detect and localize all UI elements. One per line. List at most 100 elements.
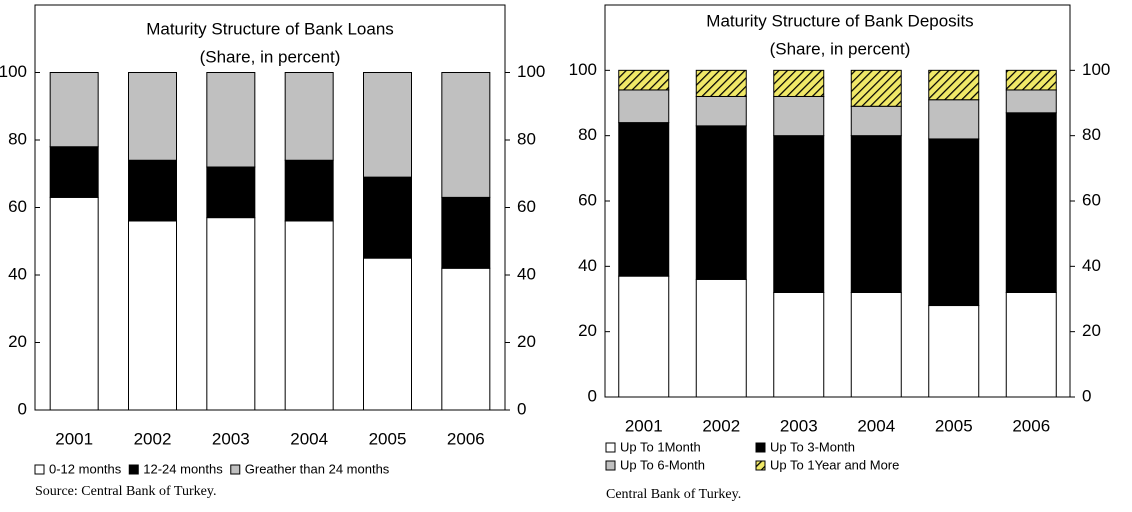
bar-segment	[363, 176, 412, 259]
x-tick-label: 2005	[369, 429, 407, 448]
legend-swatch	[755, 442, 766, 453]
y2-tick-label: 80	[1082, 125, 1101, 144]
x-tick-label: 2002	[134, 429, 172, 448]
bar-segment	[695, 278, 747, 398]
bar-segment	[128, 72, 177, 161]
bar-segment	[850, 69, 902, 107]
x-tick-label: 2002	[702, 416, 740, 435]
bar-segment	[773, 291, 825, 398]
y-tick-label: 40	[578, 256, 597, 275]
y-tick-label: 20	[8, 332, 27, 351]
bar-segment	[618, 69, 670, 91]
y-tick-label: 60	[8, 197, 27, 216]
legend-swatch	[230, 464, 241, 475]
bar-segment	[128, 159, 177, 222]
y-tick-label: 80	[8, 129, 27, 148]
x-tick-label: 2006	[1012, 416, 1050, 435]
y-tick-label: 100	[569, 60, 597, 79]
bar-segment	[695, 95, 747, 127]
y2-tick-label: 80	[517, 129, 536, 148]
bar-segment	[441, 196, 491, 269]
y2-tick-label: 0	[1082, 386, 1091, 405]
chart-subtitle: (Share, in percent)	[200, 47, 341, 66]
y-tick-label: 0	[18, 399, 27, 418]
bar-segment	[928, 305, 980, 398]
y2-tick-label: 40	[1082, 256, 1101, 275]
legend-label: 0-12 months	[49, 461, 122, 476]
bar-segment	[773, 95, 825, 137]
bar-segment	[284, 72, 334, 161]
y-tick-label: 0	[588, 386, 597, 405]
legend-label: 12-24 months	[143, 461, 223, 476]
bar-segment	[618, 122, 670, 277]
x-tick-label: 2003	[212, 429, 250, 448]
bar-segment	[773, 69, 825, 97]
y2-tick-label: 60	[517, 197, 536, 216]
bar-segment	[850, 105, 902, 137]
x-tick-label: 2005	[935, 416, 973, 435]
bar-segment	[206, 72, 256, 168]
bar-segment	[49, 146, 99, 198]
bar-segment	[618, 275, 670, 398]
bar-segment	[850, 135, 902, 293]
y2-tick-label: 100	[517, 62, 545, 81]
bar-segment	[49, 196, 99, 411]
bar-segment	[928, 99, 980, 140]
x-tick-label: 2001	[55, 429, 93, 448]
bar-segment	[49, 72, 99, 148]
legend-swatch	[605, 442, 616, 453]
chart-subtitle: (Share, in percent)	[770, 39, 911, 58]
chart-title: Maturity Structure of Bank Loans	[146, 19, 394, 38]
bar-segment	[284, 220, 334, 411]
bar-segment	[363, 72, 412, 178]
bar-segment	[1005, 112, 1057, 293]
bar-segment	[850, 291, 902, 398]
y2-tick-label: 0	[517, 399, 526, 418]
bar-segment	[1005, 89, 1057, 114]
y2-tick-label: 20	[517, 332, 536, 351]
x-tick-label: 2004	[290, 429, 328, 448]
y-tick-label: 100	[0, 62, 27, 81]
bar-segment	[928, 69, 980, 101]
legend-swatch	[605, 460, 616, 471]
y2-tick-label: 20	[1082, 321, 1101, 340]
bar-segment	[695, 69, 747, 97]
legend-label: Greather than 24 months	[245, 461, 390, 476]
bar-segment	[1005, 69, 1057, 91]
source-note: Source: Central Bank of Turkey.	[35, 484, 216, 499]
x-tick-label: 2001	[625, 416, 663, 435]
x-tick-label: 2004	[857, 416, 895, 435]
x-tick-label: 2006	[447, 429, 485, 448]
bar-segment	[206, 166, 256, 219]
chart-title: Maturity Structure of Bank Deposits	[706, 11, 973, 30]
y-tick-label: 80	[578, 125, 597, 144]
plot-frame	[604, 4, 1071, 398]
bar-segment	[1005, 291, 1057, 398]
legend-label: Up To 3-Month	[770, 439, 855, 454]
bar-segment	[441, 72, 491, 198]
y2-tick-label: 100	[1082, 60, 1110, 79]
legend-label: Up To 1Month	[620, 439, 701, 454]
bar-segment	[928, 138, 980, 307]
bar-segment	[206, 217, 256, 411]
x-tick-label: 2003	[780, 416, 818, 435]
legend-swatch	[755, 460, 766, 471]
y-tick-label: 60	[578, 190, 597, 209]
bar-segment	[773, 135, 825, 293]
bar-segment	[363, 257, 412, 411]
y-tick-label: 40	[8, 264, 27, 283]
y2-tick-label: 60	[1082, 190, 1101, 209]
bar-segment	[284, 159, 334, 222]
legend-swatch	[34, 464, 45, 475]
bar-segment	[618, 89, 670, 124]
source-note: Central Bank of Turkey.	[606, 487, 741, 502]
legend-swatch	[128, 464, 139, 475]
legend-label: Up To 6-Month	[620, 457, 705, 472]
y2-tick-label: 40	[517, 264, 536, 283]
legend-label: Up To 1Year and More	[770, 457, 899, 472]
bar-segment	[695, 125, 747, 280]
bar-segment	[128, 220, 177, 411]
y-tick-label: 20	[578, 321, 597, 340]
bar-segment	[441, 267, 491, 411]
